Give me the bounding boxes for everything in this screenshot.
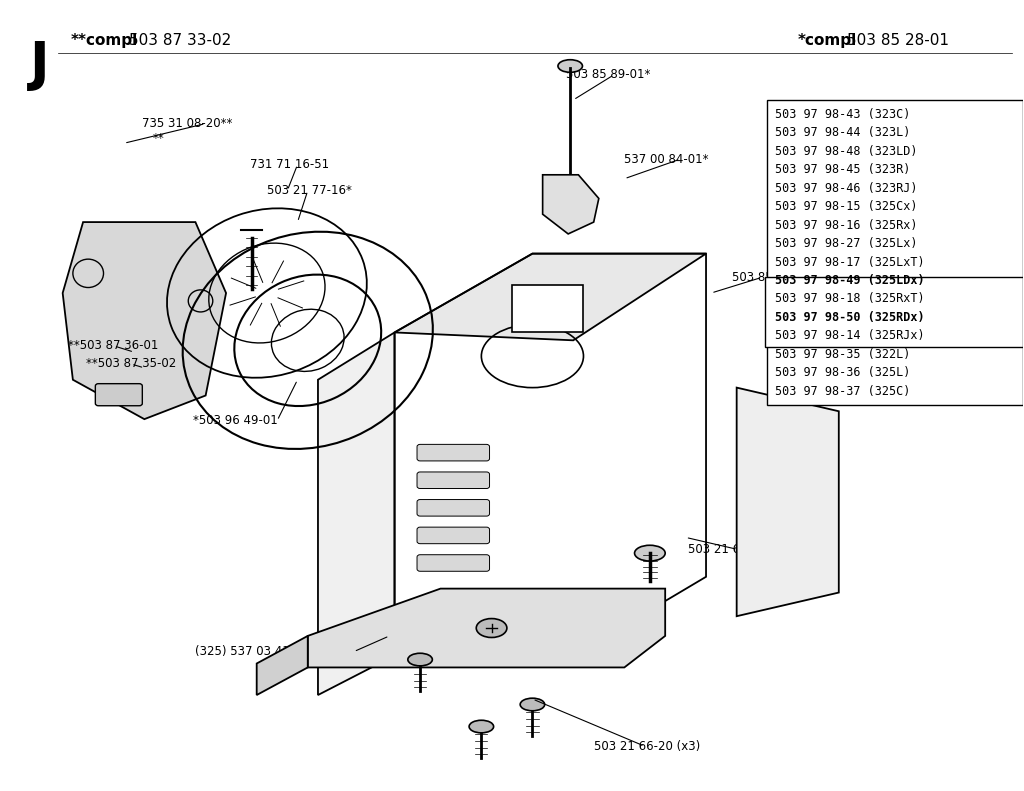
Text: 503 97 98-43 (323C): 503 97 98-43 (323C) xyxy=(775,108,911,120)
Text: 735 31 08-20**: 735 31 08-20** xyxy=(142,117,232,130)
Text: 503 97 98-17 (325LxT): 503 97 98-17 (325LxT) xyxy=(775,255,925,268)
Text: *503 96 49-01: *503 96 49-01 xyxy=(194,414,279,427)
Text: 503 85 28-01: 503 85 28-01 xyxy=(847,33,949,48)
FancyBboxPatch shape xyxy=(417,445,489,461)
Text: **compl: **compl xyxy=(71,33,138,48)
Text: 503 97 98-16 (325Rx): 503 97 98-16 (325Rx) xyxy=(775,218,918,232)
Ellipse shape xyxy=(635,545,666,561)
Text: 503 97 98-35 (322L): 503 97 98-35 (322L) xyxy=(775,348,911,361)
Text: 503 97 98-49 (325LDx): 503 97 98-49 (325LDx) xyxy=(775,274,925,287)
Text: 503 97 98-50 (325RDx): 503 97 98-50 (325RDx) xyxy=(775,311,925,324)
Text: 503 97 98-44 (323L): 503 97 98-44 (323L) xyxy=(775,126,911,139)
Polygon shape xyxy=(394,254,706,340)
Text: 503 97 98-14 (325RJx): 503 97 98-14 (325RJx) xyxy=(775,330,925,343)
FancyBboxPatch shape xyxy=(95,384,142,406)
Text: 503 97 98-15 (325Cx): 503 97 98-15 (325Cx) xyxy=(775,200,918,213)
Text: 503 21 68-20: 503 21 68-20 xyxy=(688,543,766,556)
Text: 503 97 98-36 (325L): 503 97 98-36 (325L) xyxy=(775,366,911,380)
Polygon shape xyxy=(62,222,226,419)
Text: (325) 537 03 41-01: (325) 537 03 41-01 xyxy=(196,645,309,658)
Text: 503 87 33-02: 503 87 33-02 xyxy=(129,33,231,48)
Text: 503 21 77-16*: 503 21 77-16* xyxy=(267,184,352,197)
FancyBboxPatch shape xyxy=(417,554,489,571)
Text: 503 97 98-48 (323LD): 503 97 98-48 (323LD) xyxy=(775,145,918,157)
Ellipse shape xyxy=(520,698,545,711)
Bar xyxy=(512,285,584,332)
Bar xyxy=(767,100,1023,405)
Polygon shape xyxy=(736,388,839,616)
FancyBboxPatch shape xyxy=(417,472,489,489)
Text: J: J xyxy=(30,40,49,91)
Text: 503 85 87-01*: 503 85 87-01* xyxy=(731,271,816,284)
Bar xyxy=(765,278,1023,346)
Ellipse shape xyxy=(558,59,583,72)
Text: 503 97 98-18 (325RxT): 503 97 98-18 (325RxT) xyxy=(775,293,925,305)
Text: 503 97 98-46 (323RJ): 503 97 98-46 (323RJ) xyxy=(775,182,918,195)
Ellipse shape xyxy=(469,721,494,732)
Ellipse shape xyxy=(408,653,432,666)
Text: 503 97 98-37 (325C): 503 97 98-37 (325C) xyxy=(775,385,911,398)
Text: 503 85 89-01*: 503 85 89-01* xyxy=(566,68,650,81)
Text: 503 97 98-27 (325Lx): 503 97 98-27 (325Lx) xyxy=(775,237,918,250)
Text: **503 87 36-01: **503 87 36-01 xyxy=(68,339,158,352)
Polygon shape xyxy=(308,589,666,668)
Text: *compl: *compl xyxy=(798,33,857,48)
Ellipse shape xyxy=(476,619,507,638)
Polygon shape xyxy=(257,636,308,695)
Polygon shape xyxy=(318,332,394,695)
FancyBboxPatch shape xyxy=(417,500,489,516)
FancyBboxPatch shape xyxy=(417,527,489,543)
Text: 503 21 66-20 (x3): 503 21 66-20 (x3) xyxy=(594,740,700,753)
Text: 537 00 84-01*: 537 00 84-01* xyxy=(625,153,709,165)
Polygon shape xyxy=(543,175,599,234)
Text: 503 97 98-45 (323R): 503 97 98-45 (323R) xyxy=(775,163,911,176)
Text: **: ** xyxy=(153,132,164,145)
Text: 731 71 16-51: 731 71 16-51 xyxy=(250,158,329,171)
Text: **503 87 35-02: **503 87 35-02 xyxy=(86,358,176,370)
